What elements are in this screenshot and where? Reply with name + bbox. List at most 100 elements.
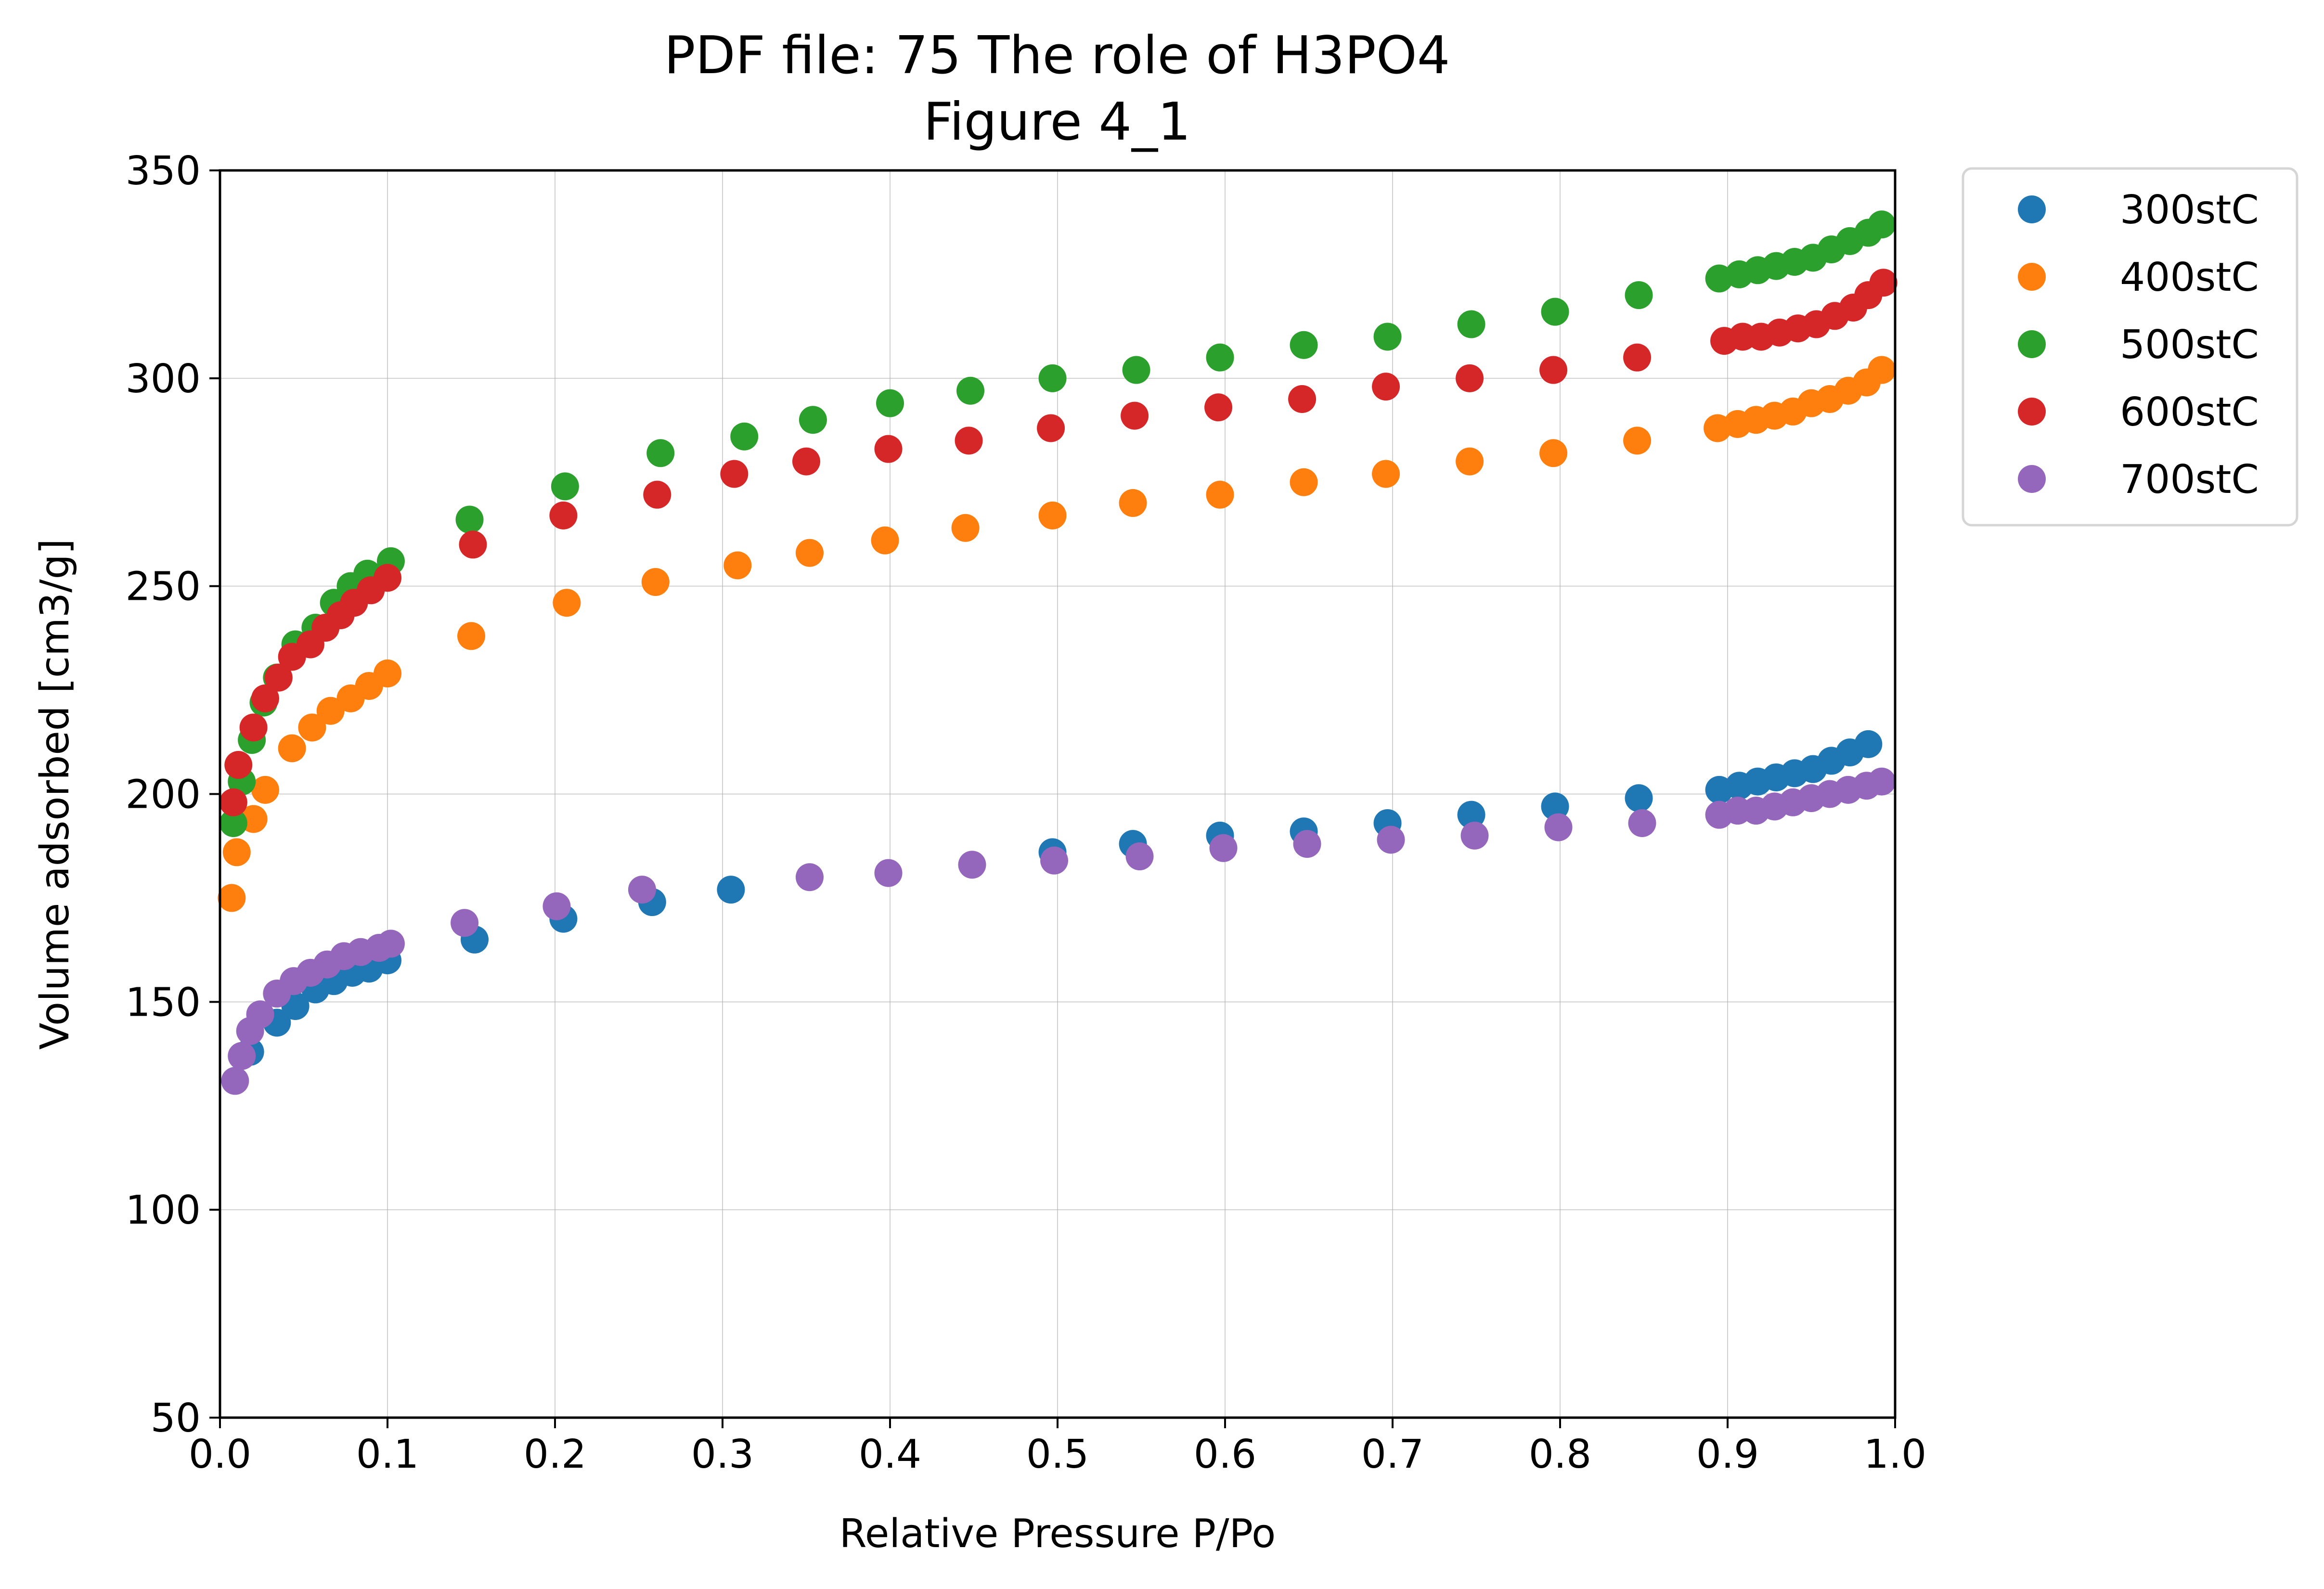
data-point: [316, 697, 345, 725]
data-point: [264, 663, 293, 692]
data-point: [1290, 468, 1318, 496]
data-point: [1625, 281, 1653, 310]
data-point: [955, 426, 983, 455]
x-tick-label: 0.0: [189, 1432, 251, 1477]
data-point: [1868, 210, 1896, 239]
x-tick-label: 0.9: [1696, 1432, 1759, 1477]
chart-title: PDF file: 75 The role of H3PO4: [664, 26, 1450, 86]
x-tick-label: 0.1: [356, 1432, 419, 1477]
legend-marker: [2018, 465, 2046, 493]
series-700stC: [221, 767, 1896, 1095]
data-point: [1293, 830, 1321, 858]
data-point: [1541, 297, 1569, 326]
axis-ticks: 0.0 0.1 0.2 0.3 0.4 0.5 0.6 0.7 0.8 0.9 1.0 50 100 15…: [125, 148, 1926, 1477]
data-point: [1372, 373, 1400, 401]
legend-items: 300stC 400stC 500stC 600stC 700stC: [2018, 187, 2259, 503]
y-tick-label: 300: [125, 356, 201, 402]
data-point: [224, 751, 253, 779]
series-300stC: [236, 730, 1883, 1066]
data-point: [457, 622, 485, 650]
chart-subtitle: Figure 4_1: [923, 92, 1191, 152]
data-point: [1125, 842, 1154, 871]
data-point: [1868, 767, 1896, 796]
data-point: [1854, 730, 1883, 758]
data-point: [795, 863, 824, 891]
data-point: [1206, 480, 1234, 509]
legend-marker: [2018, 398, 2046, 426]
data-point: [1623, 343, 1652, 372]
data-point: [628, 876, 656, 904]
data-point: [646, 439, 675, 467]
data-points: [218, 210, 1898, 1095]
data-point: [1209, 834, 1238, 862]
data-point: [376, 930, 405, 958]
data-point: [1377, 826, 1405, 854]
data-point: [221, 1067, 249, 1095]
legend-entry: 700stC: [2018, 457, 2259, 503]
data-point: [219, 809, 247, 837]
data-point: [542, 892, 571, 920]
x-tick-label: 0.8: [1529, 1432, 1591, 1477]
y-tick-label: 200: [125, 772, 201, 818]
data-point: [1539, 356, 1568, 384]
legend-label: 700stC: [2120, 457, 2259, 503]
y-axis-label: Volume adsorbed [cm3/g]: [32, 539, 78, 1049]
legend-label: 300stC: [2120, 187, 2259, 233]
legend-label: 400stC: [2120, 255, 2259, 300]
data-point: [246, 1000, 274, 1029]
legend-entry: 400stC: [2018, 255, 2259, 300]
data-point: [455, 505, 484, 534]
data-point: [730, 422, 759, 451]
y-tick-label: 250: [125, 564, 201, 610]
data-point: [958, 851, 986, 879]
legend-label: 500stC: [2120, 322, 2259, 368]
x-axis-label: Relative Pressure P/Po: [839, 1511, 1276, 1557]
x-tick-label: 1.0: [1864, 1432, 1926, 1477]
data-point: [251, 684, 279, 712]
data-point: [1623, 426, 1652, 455]
legend-entry: 500stC: [2018, 322, 2259, 368]
data-point: [1625, 784, 1653, 813]
data-point: [451, 909, 479, 937]
data-point: [298, 713, 326, 742]
data-point: [1206, 343, 1234, 372]
data-point: [956, 376, 985, 405]
y-tick-label: 350: [125, 148, 201, 194]
legend-entry: 300stC: [2018, 187, 2259, 233]
data-point: [951, 514, 980, 542]
data-point: [723, 551, 752, 580]
data-point: [717, 876, 745, 904]
legend-marker: [2018, 195, 2046, 223]
data-point: [1038, 364, 1067, 392]
data-point: [278, 734, 306, 762]
data-point: [1460, 821, 1489, 850]
data-point: [1121, 401, 1149, 430]
data-point: [1038, 501, 1067, 530]
data-point: [1204, 393, 1233, 422]
data-point: [239, 713, 268, 742]
data-point: [1456, 447, 1484, 476]
data-point: [1119, 489, 1147, 517]
data-point: [874, 859, 903, 887]
x-tick-label: 0.6: [1194, 1432, 1256, 1477]
data-point: [799, 406, 827, 434]
legend: 300stC 400stC 500stC 600stC 700stC: [1962, 167, 2298, 527]
data-point: [1457, 310, 1485, 338]
x-tick-label: 0.5: [1026, 1432, 1089, 1477]
data-point: [1122, 356, 1150, 384]
data-point: [1288, 385, 1317, 413]
legend-entry: 600stC: [2018, 389, 2259, 435]
data-point: [1541, 792, 1569, 821]
data-point: [251, 775, 279, 804]
legend-marker: [2018, 330, 2046, 358]
data-point: [643, 480, 671, 509]
series-600stC: [219, 269, 1898, 816]
data-point: [228, 1042, 256, 1070]
x-tick-label: 0.7: [1361, 1432, 1424, 1477]
data-point: [1628, 809, 1656, 837]
data-point: [1040, 846, 1069, 875]
legend-marker: [2018, 263, 2046, 291]
y-tick-label: 50: [151, 1395, 201, 1441]
y-tick-label: 100: [125, 1188, 201, 1233]
